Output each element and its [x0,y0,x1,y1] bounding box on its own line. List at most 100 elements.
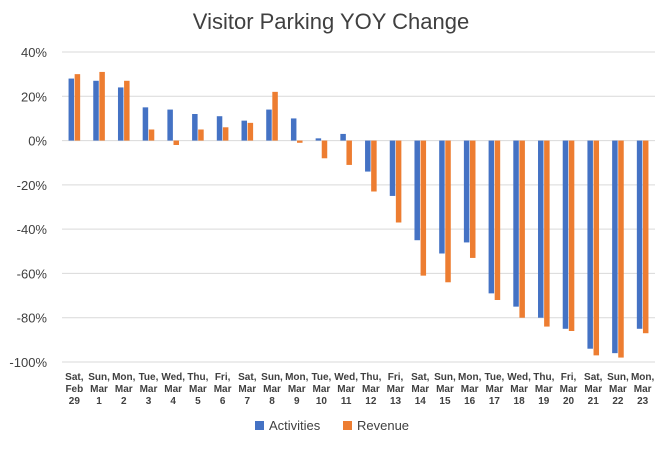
bar-activities-6 [216,116,223,141]
x-tick-label-line: Mar [560,384,578,395]
x-tick-label-line: Wed, [334,372,358,383]
bar-revenue-23 [642,140,649,334]
x-tick-label: Mon, Mar 9 [285,372,309,407]
x-tick-label: Wed, Mar 11 [334,372,358,407]
x-tick-label-line: Sat, [411,372,430,383]
x-tick-label: Sat, Mar 7 [238,372,257,407]
x-tick-label: Wed, Mar 4 [161,372,185,407]
bar-revenue-14 [420,140,427,276]
bar-activities-16 [463,140,470,243]
x-tick-label-line: Mar [584,384,602,395]
x-tick-label-line: 9 [294,396,300,407]
bar-activities-11 [340,133,346,141]
bar-activities-23 [636,140,643,329]
bar-activities-13 [389,140,396,196]
x-tick-label: Wed, Mar 18 [507,372,531,407]
x-tick-label-line: 13 [390,396,402,407]
bar-activities-19 [538,140,544,318]
x-tick-label-line: 7 [245,396,251,407]
x-tick-label-line: Mar [90,384,108,395]
x-tick-label: Mon, Mar 2 [112,372,136,407]
x-tick-label-line: Thu, [187,372,208,383]
x-tick-label: Sat, Mar 21 [584,372,603,407]
bar-revenue-16 [469,140,476,258]
x-tick-label: Thu, Mar 5 [187,372,208,407]
bar-revenue-5 [198,129,204,141]
legend-label-revenue: Revenue [357,418,409,433]
bar-revenue-20 [568,140,575,331]
bar-activities-5 [192,114,198,141]
bar-revenue-6 [222,127,229,141]
x-tick-label-line: Mar [535,384,553,395]
y-tick-label: -40% [17,222,48,237]
x-tick-label-line: Mar [115,384,133,395]
x-tick-label: Sun, Mar 1 [88,372,110,407]
bar-revenue-15 [445,140,451,283]
chart-title: Visitor Parking YOY Change [193,9,469,34]
x-tick-label-line: Sun, [607,372,629,383]
x-tick-label-line: Mar [164,384,182,395]
x-tick-label-line: Mar [238,384,256,395]
x-tick-label-line: Mar [313,384,331,395]
x-tick-label-line: Thu, [533,372,554,383]
x-tick-label: Sat, Feb 29 [65,372,84,407]
x-tick-label-line: 15 [439,396,451,407]
x-tick-label-line: 10 [316,396,328,407]
x-tick-label-line: 19 [538,396,550,407]
x-tick-label: Sun, Mar 22 [607,372,629,407]
bar-revenue-22 [618,140,624,358]
x-tick-label: Thu, Mar 19 [533,372,554,407]
bar-revenue-2 [124,80,130,141]
x-tick-label-line: Mon, [631,372,655,383]
x-tick-label-line: Mar [485,384,503,395]
legend-label-activities: Activities [269,418,321,433]
x-tick-label-line: 18 [514,396,526,407]
x-tick-label-line: Wed, [161,372,185,383]
bar-revenue-12 [371,140,377,192]
x-tick-label-line: Mon, [285,372,309,383]
y-tick-label: 40% [21,45,47,60]
y-tick-label: -20% [17,178,48,193]
bar-activities-21 [587,140,593,349]
x-tick-label-line: 29 [69,396,81,407]
x-tick-label-line: Sun, [434,372,456,383]
y-tick-label: -80% [17,311,48,326]
x-tick-label-line: 20 [563,396,575,407]
x-tick-label: Mon, Mar 16 [458,372,482,407]
bar-revenue-0 [74,74,81,141]
bar-activities-10 [315,138,322,141]
bar-revenue-10 [321,140,328,159]
x-tick-label-line: Tue, [484,372,504,383]
x-tick-label-line: 22 [612,396,624,407]
bar-revenue-8 [272,91,278,141]
x-tick-label: Tue, Mar 10 [312,372,332,407]
bar-activities-12 [365,140,371,172]
bar-activities-2 [117,87,124,141]
x-tick-label-line: Thu, [360,372,381,383]
x-tick-label-line: Mar [609,384,627,395]
x-tick-label-line: Sat, [65,372,84,383]
bar-revenue-1 [99,71,105,141]
x-tick-label-line: 16 [464,396,476,407]
x-tick-label-line: 3 [146,396,152,407]
bar-revenue-3 [148,129,155,141]
x-tick-label-line: Mar [189,384,207,395]
x-tick-label: Fri, Mar 13 [387,372,405,407]
y-tick-label: 0% [28,134,47,149]
bar-activities-4 [167,109,173,141]
x-tick-label: Fri, Mar 6 [214,372,232,407]
x-tick-label-line: Tue, [139,372,159,383]
x-tick-label-line: 12 [365,396,377,407]
x-tick-label-line: Mar [411,384,429,395]
bar-activities-17 [488,140,495,294]
bar-activities-1 [93,80,99,141]
bar-revenue-4 [173,140,179,145]
x-tick-label-line: Fri, [215,372,231,383]
x-tick-label: Sun, Mar 15 [434,372,456,407]
x-tick-label-line: Sat, [238,372,257,383]
x-tick-label-line: Tue, [312,372,332,383]
x-tick-label-line: Mar [461,384,479,395]
y-tick-label: -60% [17,266,48,281]
